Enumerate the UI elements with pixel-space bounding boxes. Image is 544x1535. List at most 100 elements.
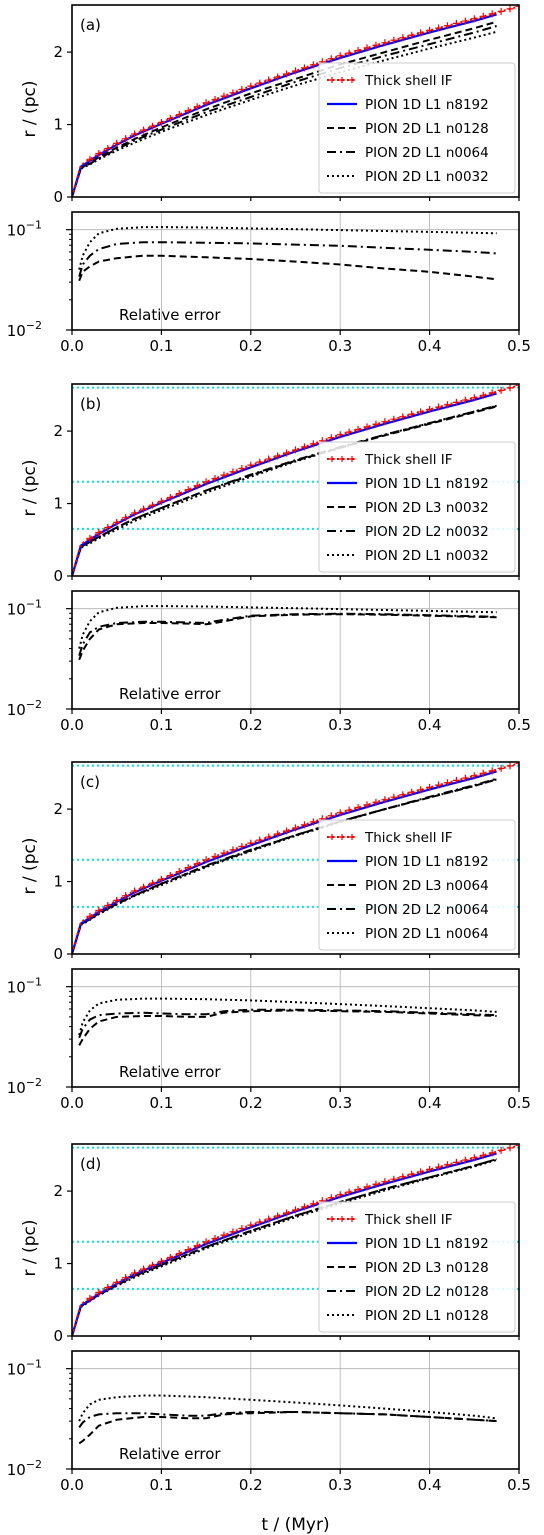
thick-shell-marker — [211, 95, 219, 103]
thick-shell-marker — [497, 386, 505, 394]
thick-shell-marker — [354, 426, 362, 433]
thick-shell-marker — [175, 111, 183, 119]
thick-shell-marker — [497, 764, 505, 772]
thick-shell-marker — [113, 1278, 121, 1286]
y-tick-label: 2 — [53, 43, 63, 61]
y-tick-label: 10−1 — [7, 598, 42, 619]
thick-shell-marker — [336, 52, 344, 60]
legend-item: PION 2D L1 n0032 — [327, 169, 489, 185]
thick-shell-marker — [408, 788, 416, 796]
legend-item: PION 1D L1 n8192 — [327, 854, 489, 870]
thick-shell-marker — [345, 49, 353, 57]
thick-shell-marker — [488, 767, 496, 775]
thick-shell-marker — [247, 461, 255, 469]
thick-shell-marker — [515, 5, 519, 10]
thick-shell-marker — [372, 798, 380, 806]
thick-shell-marker — [193, 103, 201, 111]
thick-shell-marker — [443, 22, 451, 30]
thick-shell-marker — [104, 523, 112, 531]
thick-shell-marker — [309, 1200, 317, 1208]
thick-shell-marker — [131, 130, 139, 138]
thick-shell-marker — [148, 879, 156, 887]
thick-shell-marker — [274, 1212, 282, 1220]
thick-shell-marker — [184, 864, 192, 872]
thick-shell-marker — [300, 1203, 308, 1211]
thick-shell-marker — [435, 24, 443, 32]
thick-shell-marker — [408, 410, 416, 418]
radius-plot: 0 1 2 r / (pc) (b) Thick shell IF PION 1D L1 n… — [20, 383, 520, 585]
thick-shell-marker — [390, 36, 398, 44]
series-line-l1-n0064 — [72, 25, 497, 197]
error-line-l1-n0032 — [78, 226, 497, 270]
legend-marker — [349, 834, 355, 840]
thick-shell-marker — [488, 10, 496, 18]
y-tick-label: 10−1 — [7, 219, 42, 240]
thick-shell-marker — [435, 781, 443, 789]
thick-shell-marker — [488, 389, 496, 397]
thick-shell-marker — [497, 7, 505, 15]
thick-shell-marker — [256, 458, 264, 466]
legend-label: PION 2D L1 n0128 — [365, 1308, 489, 1324]
radius-series — [72, 1144, 519, 1336]
y-tick-label: 2 — [53, 1182, 63, 1200]
thick-shell-marker — [122, 514, 130, 522]
thick-shell-marker — [381, 418, 389, 426]
thick-shell-marker — [470, 394, 478, 402]
legend-item: PION 2D L2 n0064 — [327, 902, 489, 918]
tick-exponent: −2 — [26, 1458, 42, 1471]
thick-shell-marker — [327, 1194, 335, 1202]
thick-shell-marker — [211, 1234, 219, 1242]
relative-error-label: Relative error — [119, 1063, 221, 1081]
thick-shell-marker — [113, 518, 121, 526]
relative-error-label: Relative error — [119, 685, 221, 703]
thick-shell-marker — [292, 446, 299, 454]
y-tick-label: 10−1 — [7, 976, 42, 997]
thick-shell-marker — [220, 92, 228, 100]
thick-shell-marker — [274, 830, 282, 838]
panel-label: (d) — [80, 1155, 101, 1173]
thick-shell-marker — [390, 793, 398, 801]
thick-shell-marker — [408, 31, 416, 39]
x-tick-label: 0.0 — [60, 1094, 84, 1112]
thick-shell-marker — [336, 809, 344, 817]
thick-shell-marker — [211, 852, 219, 860]
thick-shell-marker — [354, 1186, 362, 1193]
thick-shell-marker — [175, 868, 183, 876]
tick-base: 10 — [7, 222, 26, 240]
thick-shell-marker — [479, 769, 487, 777]
thick-shell-marker — [95, 1289, 103, 1297]
thick-shell-marker — [452, 19, 460, 27]
series-line-l1-n0032 — [72, 30, 497, 197]
legend-item: PION 2D L2 n0032 — [327, 524, 489, 540]
error-line-l2 — [78, 612, 497, 656]
error-line-l1-n0064 — [78, 241, 497, 277]
y-tick-label: 1 — [53, 495, 63, 513]
legend-item: PION 2D L1 n0064 — [327, 145, 489, 161]
tick-base: 10 — [7, 1361, 26, 1379]
x-tick-label: 0.3 — [328, 1476, 352, 1494]
legend-label: PION 2D L1 n0064 — [365, 926, 489, 942]
tick-exponent: −1 — [26, 219, 42, 232]
tick-exponent: −1 — [26, 598, 42, 611]
thick-shell-marker — [193, 1242, 201, 1250]
radius-frame — [71, 761, 520, 955]
error-frame — [71, 968, 520, 1088]
thick-shell-marker — [506, 1144, 514, 1152]
x-tick-label: 0.3 — [328, 337, 352, 355]
y-tick-label: 1 — [53, 873, 63, 891]
thick-shell-marker — [229, 468, 237, 476]
y-tick-label: 0 — [53, 567, 63, 585]
radius-frame — [71, 4, 520, 198]
thick-shell-marker — [292, 67, 299, 75]
thick-shell-marker — [452, 398, 460, 406]
radius-y-label: r / (pc) — [20, 1220, 40, 1277]
thick-shell-marker — [417, 29, 425, 37]
thick-shell-marker — [345, 1188, 353, 1196]
legend: Thick shell IF PION 1D L1 n8192 PION 2D L3… — [318, 1201, 516, 1333]
thick-shell-marker — [363, 423, 371, 431]
thick-shell-marker — [122, 1274, 130, 1282]
thick-shell-marker — [399, 791, 407, 799]
thick-shell-marker — [399, 1173, 407, 1181]
